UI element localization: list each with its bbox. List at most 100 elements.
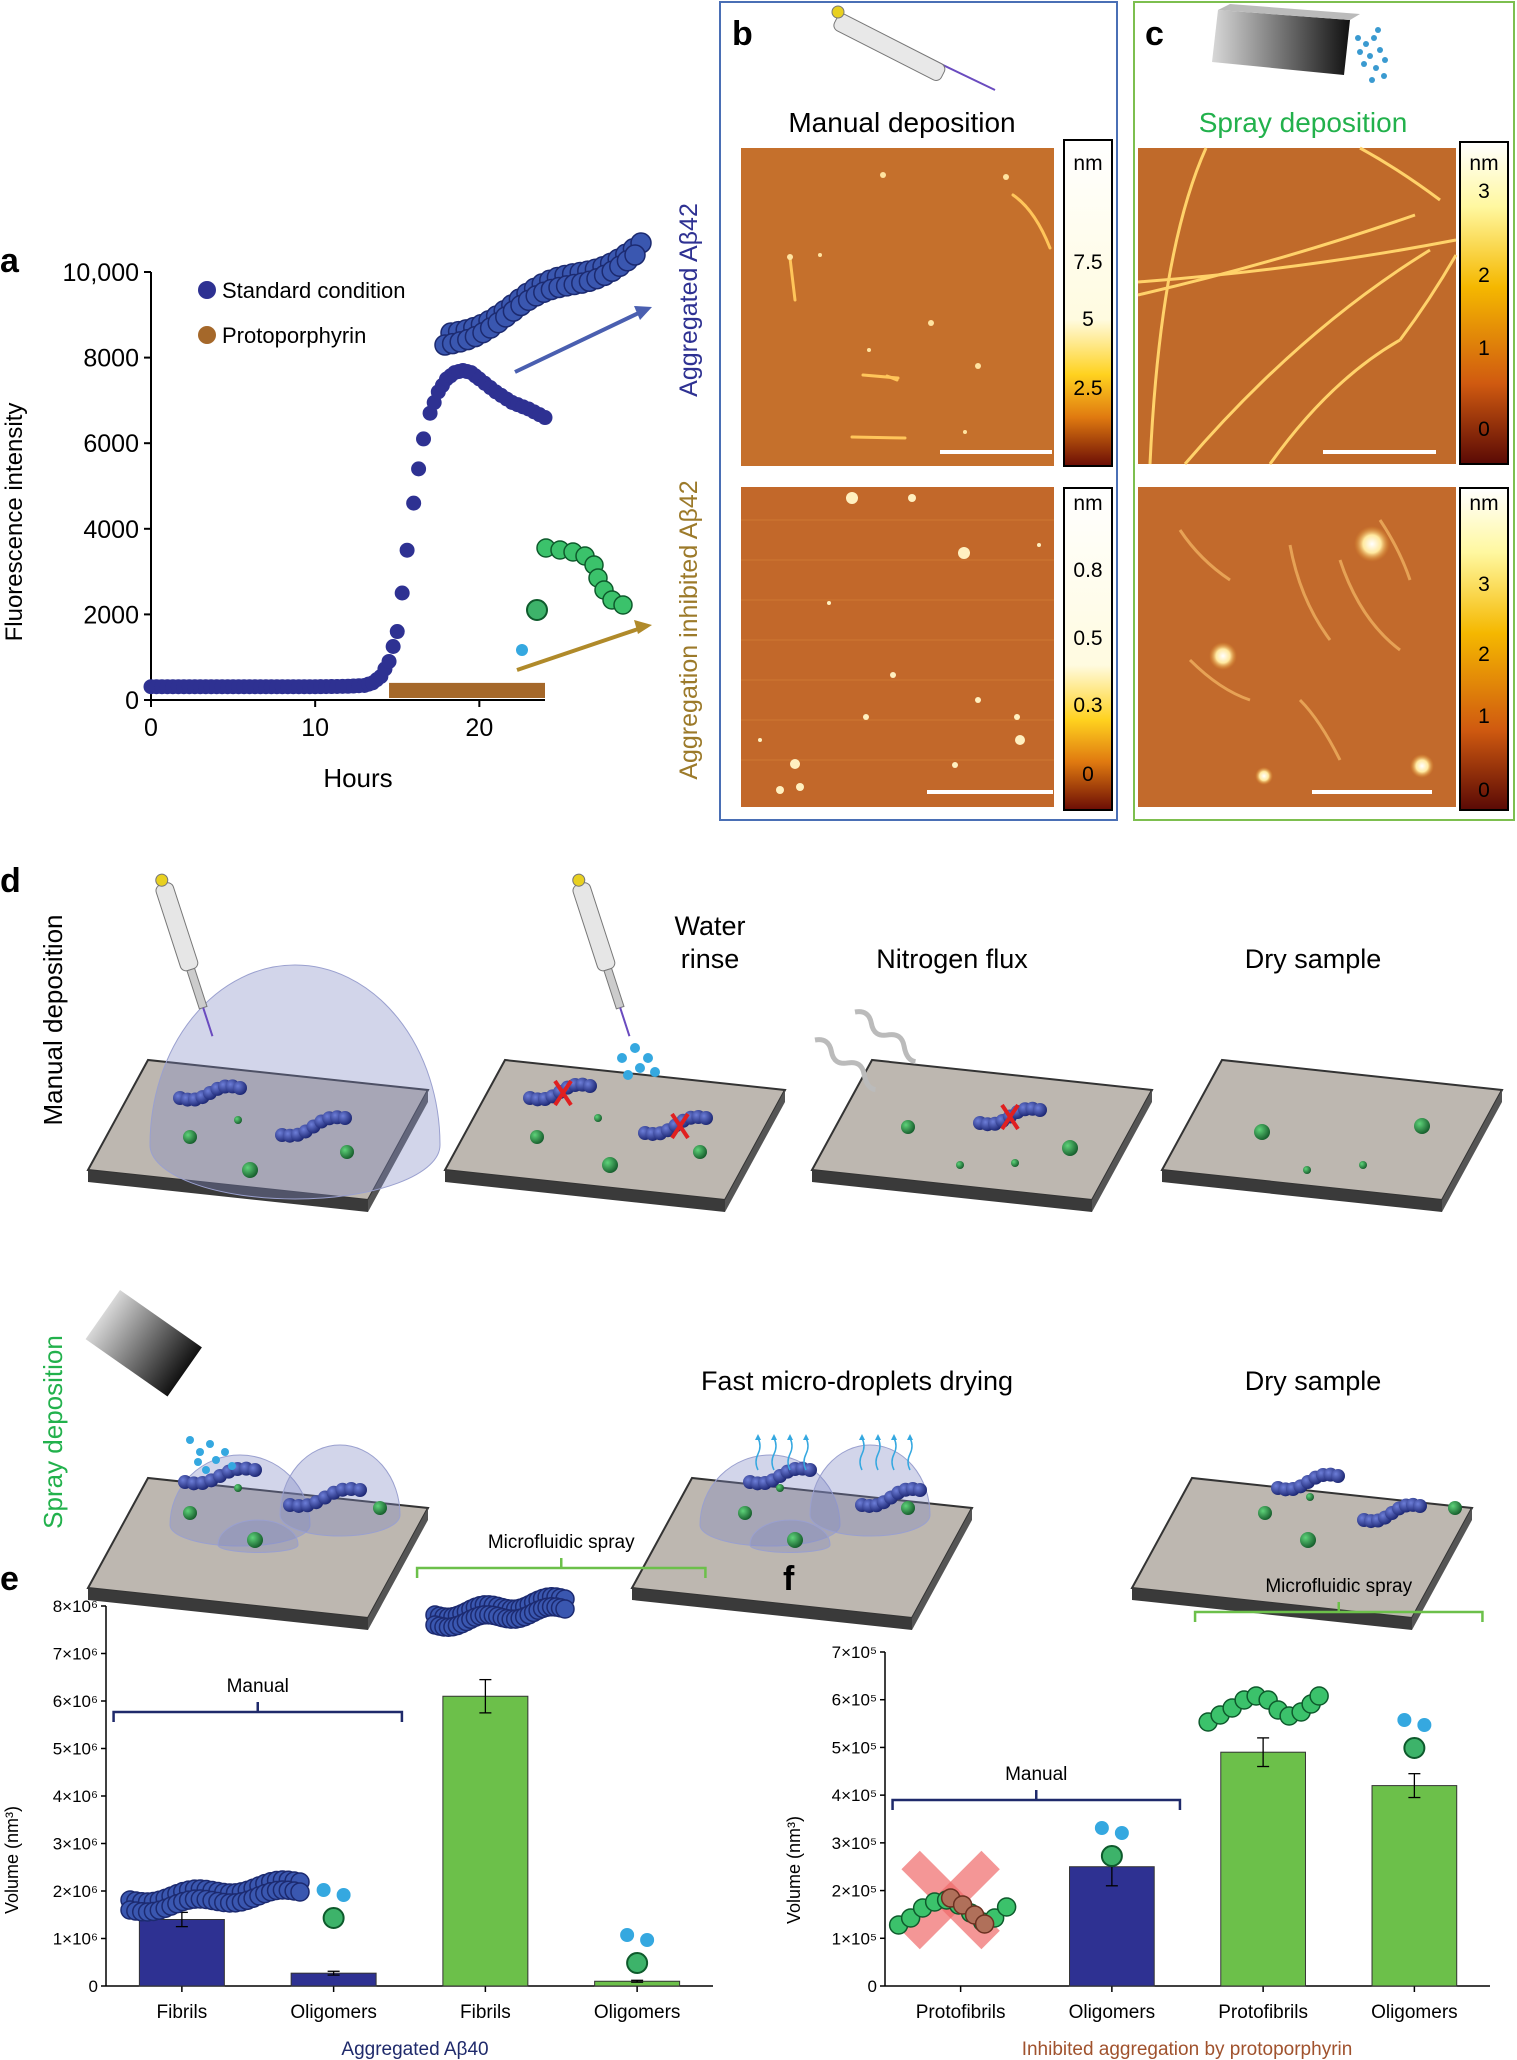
- chain-bead: [624, 244, 646, 266]
- y-tick-label: 3×10⁵: [832, 1834, 877, 1853]
- colorbar-tick: 1: [1478, 337, 1490, 360]
- cross-icon: [553, 1079, 573, 1107]
- panel-e-ylabel: Volume (nm³): [2, 1806, 22, 1914]
- standard-point: [399, 542, 415, 558]
- group-bracket: [112, 1702, 404, 1722]
- droplet: [699, 1454, 841, 1547]
- fibril-bead: [583, 1079, 597, 1093]
- plate-edge: [1412, 1508, 1472, 1630]
- x-tick-label: Oligomers: [1069, 2002, 1156, 2023]
- water-drop-icon: [630, 1043, 640, 1053]
- group-bracket: [1193, 1602, 1484, 1622]
- evaporation-icon: [803, 1434, 809, 1440]
- y-tick-label: 7×10⁵: [832, 1643, 877, 1662]
- spray-droplet-icon: [212, 1456, 220, 1464]
- colorbar-b-top: nm 7.5 5 2.5: [1063, 139, 1113, 467]
- colorbar-tick: 0: [1082, 763, 1094, 786]
- evaporation-icon: [907, 1434, 913, 1440]
- y-tick-label: 5×10⁵: [832, 1738, 877, 1757]
- afm-image-manual-fibrils: [741, 148, 1054, 466]
- spray-droplet-icon: [194, 1458, 202, 1466]
- oligomer-bead: [776, 1484, 784, 1492]
- plate-edge: [912, 1508, 972, 1630]
- colorbar-unit: nm: [1073, 492, 1102, 515]
- oligomer-bead: [373, 1501, 387, 1515]
- oligomer-icon: [1403, 1737, 1426, 1759]
- oligomer-bead: [1011, 1159, 1019, 1167]
- x-tick-label: Oligomers: [290, 2002, 377, 2023]
- group-bracket-label: Manual: [227, 1676, 289, 1697]
- plate-edge: [725, 1090, 785, 1212]
- water-drop-icon: [650, 1067, 660, 1077]
- monomer-icon: [1417, 1718, 1432, 1732]
- fibril-bead: [1413, 1499, 1427, 1513]
- colorbar-tick: 0: [1478, 779, 1490, 802]
- pipette-icon: [831, 5, 996, 91]
- droplet: [149, 964, 441, 1200]
- bar: [1220, 1751, 1306, 1987]
- oligomer-bead: [183, 1130, 197, 1144]
- standard-point: [416, 431, 432, 447]
- monomer-icon: [336, 1888, 351, 1902]
- group-bracket-label: Microfluidic spray: [1265, 1576, 1412, 1597]
- y-tick-label: 2×10⁵: [832, 1882, 877, 1901]
- fibril-bead: [233, 1081, 247, 1095]
- panel-letter-e: e: [0, 1560, 19, 1598]
- standard-point: [394, 585, 410, 601]
- oligomer-bead: [1303, 1166, 1311, 1174]
- colorbar-tick: 0.3: [1073, 694, 1102, 717]
- colorbar-tick: 3: [1478, 573, 1490, 596]
- colorbar-tick: 2: [1478, 264, 1490, 287]
- oligomer-bead: [247, 1532, 263, 1548]
- fibril-bead: [803, 1463, 817, 1477]
- spray-droplet-icon: [196, 1448, 204, 1456]
- colorbar-tick: 0: [1478, 418, 1490, 441]
- colorbar-tick: 7.5: [1073, 251, 1102, 274]
- panel-f-plot: 0 1×10⁵ 2×10⁵ 3×10⁵ 4×10⁵ 5×10⁵ 6×10⁵ 7×10⁵ Prot…: [832, 1576, 1490, 2023]
- oligomer-bead: [1414, 1118, 1430, 1134]
- panel-c-frame: [1133, 1, 1515, 821]
- panel-b-title: Manual deposition: [788, 107, 1015, 138]
- oligomer-bead: [530, 1130, 544, 1144]
- panel-f: f Volume (nm³) 0 1×10⁵ 2×10⁵ 3×10⁵ 4×10⁵ 5×10…: [783, 1560, 1490, 2060]
- standard-point: [411, 461, 427, 477]
- y-tick-label: 5×10⁶: [53, 1740, 98, 1759]
- step-fast-drying: Fast micro-droplets drying: [701, 1366, 1013, 1396]
- spray-nozzle-icon: [1212, 4, 1388, 83]
- y-tick-label: 6×10⁶: [53, 1692, 98, 1711]
- panel-a-ylabel: Fluorescence intensity: [1, 403, 28, 642]
- standard-point: [406, 495, 422, 511]
- panel-a-plot: 0 2000 4000 6000 8000 10,000 0 10 20: [63, 259, 553, 742]
- spray-droplet-icon: [221, 1448, 229, 1456]
- fibril-chain-icon: [434, 232, 652, 356]
- plate-edge: [1162, 1170, 1442, 1212]
- oligomer-bead: [1306, 1493, 1314, 1501]
- colorbar-unit: nm: [1469, 152, 1498, 175]
- chain-bead: [996, 1897, 1017, 1917]
- evaporation-icon: [755, 1434, 761, 1440]
- plate-edge: [812, 1170, 1092, 1212]
- chain-bead: [974, 1914, 995, 1934]
- chain-bead: [1309, 1686, 1329, 1706]
- fibril-bead: [353, 1483, 367, 1497]
- cross-icon: [670, 1112, 690, 1140]
- y-tick-label: 4×10⁶: [53, 1787, 98, 1806]
- y-tick-label: 8×10⁶: [53, 1597, 98, 1616]
- chain-bead: [555, 1599, 575, 1619]
- y-tick-label: 2000: [83, 601, 139, 629]
- x-tick-label: Protofibrils: [1218, 2002, 1308, 2023]
- panel-e: e Volume (nm³) 0 1×10⁶ 2×10⁶ 3×10⁶ 4×10⁶ 5×10…: [0, 1532, 713, 2060]
- oligomer-bead: [183, 1506, 197, 1520]
- evaporation-icon: [907, 1437, 913, 1471]
- water-drop-icon: [643, 1053, 653, 1063]
- side-label-aggregated: Aggregated Aβ42: [675, 203, 703, 397]
- y-tick-label: 4×10⁵: [832, 1786, 877, 1805]
- panel-e-plot: 0 1×10⁶ 2×10⁶ 3×10⁶ 4×10⁶ 5×10⁶ 6×10⁶ 7×10⁶ 8×10…: [53, 1532, 713, 2023]
- monomer-icon: [620, 1928, 635, 1942]
- panel-f-ylabel: Volume (nm³): [784, 1816, 804, 1924]
- monomer-icon: [1114, 1826, 1129, 1840]
- arrow-to-aggregated-icon: [514, 307, 648, 374]
- y-tick-label: 0: [125, 687, 139, 715]
- panel-letter-d: d: [0, 862, 21, 900]
- y-tick-label: 0: [89, 1977, 98, 1996]
